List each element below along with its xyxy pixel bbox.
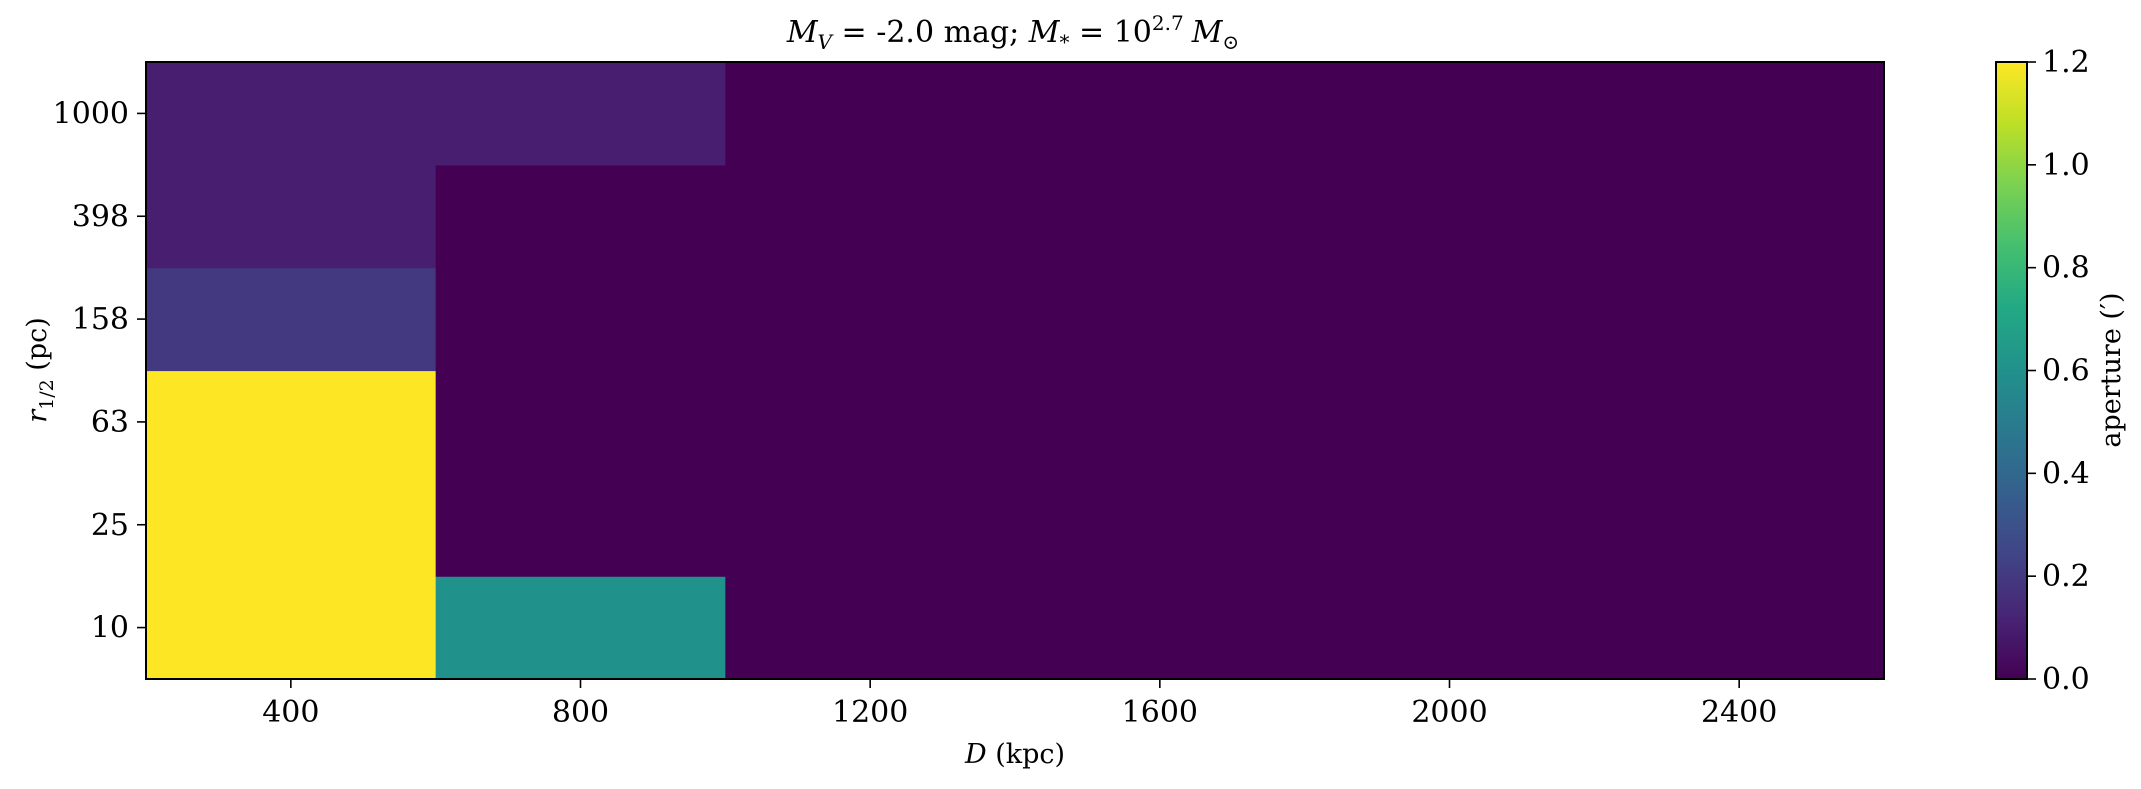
y-tick-label: 63 xyxy=(91,405,129,440)
y-tick-label: 1000 xyxy=(53,96,129,131)
x-tick-label: 1600 xyxy=(1122,695,1198,730)
heatmap-cell xyxy=(725,267,1016,372)
x-tick-label: 800 xyxy=(552,695,609,730)
plot-frame xyxy=(145,61,1885,680)
x-axis-ticks: 400 800 1200 1600 2000 2400 xyxy=(262,679,1777,730)
x-axis-label: D (kpc) xyxy=(964,739,1065,770)
heatmap-cell xyxy=(1304,62,1595,166)
heatmap-cell xyxy=(1015,164,1306,269)
heatmap-cell xyxy=(1015,370,1306,474)
heatmap-cell xyxy=(1594,576,1885,680)
y-tick-label: 10 xyxy=(91,611,129,646)
x-tick-label: 2400 xyxy=(1701,695,1777,730)
heatmap-cell xyxy=(1304,576,1595,680)
heatmap-cell xyxy=(1594,62,1885,166)
x-tick-label: 2000 xyxy=(1411,695,1487,730)
heatmap-cell xyxy=(146,473,437,577)
heatmap-cell xyxy=(725,576,1016,680)
heatmap-cell xyxy=(1304,267,1595,372)
heatmap-cell xyxy=(435,267,726,372)
heatmap-cell xyxy=(725,473,1016,577)
heatmap-cell xyxy=(1015,267,1306,372)
heatmap-cell xyxy=(1594,164,1885,269)
heatmap-cell xyxy=(146,576,437,680)
heatmap-cell xyxy=(435,473,726,577)
heatmap-cell xyxy=(725,164,1016,269)
heatmap-cell xyxy=(725,370,1016,474)
heatmap-cell xyxy=(1304,370,1595,474)
heatmap-cell xyxy=(146,164,437,269)
heatmap-cell xyxy=(1304,164,1595,269)
heatmap-cell xyxy=(146,62,437,166)
heatmap-cell xyxy=(435,164,726,269)
colorbar-tick-label: 0.4 xyxy=(2042,456,2090,491)
chart-title: MV = -2.0 mag; M* = 102.7 M⊙ xyxy=(786,11,1239,54)
colorbar-tick-label: 1.0 xyxy=(2042,148,2090,183)
heatmap-cell xyxy=(146,267,437,372)
heatmap-cell xyxy=(1015,473,1306,577)
y-tick-label: 158 xyxy=(72,302,129,337)
colorbar-tick-label: 0.0 xyxy=(2042,662,2090,697)
heatmap-cell xyxy=(1304,473,1595,577)
colorbar xyxy=(1995,61,2028,680)
heatmap-cell xyxy=(1015,62,1306,166)
heatmap-cell xyxy=(435,62,726,166)
heatmap-cell xyxy=(1594,370,1885,474)
y-axis-label: r1/2 (pc) xyxy=(22,317,58,423)
colorbar-tick-label: 1.2 xyxy=(2042,45,2090,80)
colorbar-ticks: 0.0 0.2 0.4 0.6 0.8 1.0 1.2 xyxy=(2027,45,2090,697)
colorbar-tick-label: 0.8 xyxy=(2042,251,2090,286)
heatmap-cells xyxy=(146,62,1885,680)
colorbar-tick-label: 0.6 xyxy=(2042,354,2090,389)
heatmap-cell xyxy=(146,370,437,474)
y-tick-label: 25 xyxy=(91,508,129,543)
heatmap-cell xyxy=(1594,473,1885,577)
x-tick-label: 400 xyxy=(262,695,319,730)
heatmap-cell xyxy=(1594,267,1885,372)
heatmap-cell xyxy=(725,62,1016,166)
x-tick-label: 1200 xyxy=(832,695,908,730)
y-axis-ticks: 10 25 63 158 398 1000 xyxy=(53,96,146,646)
heatmap-cell xyxy=(435,370,726,474)
heatmap-cell xyxy=(435,576,726,680)
colorbar-label: aperture (′) xyxy=(2096,292,2127,447)
heatmap-cell xyxy=(1015,576,1306,680)
y-tick-label: 398 xyxy=(72,199,129,234)
colorbar-tick-label: 0.2 xyxy=(2042,559,2090,594)
